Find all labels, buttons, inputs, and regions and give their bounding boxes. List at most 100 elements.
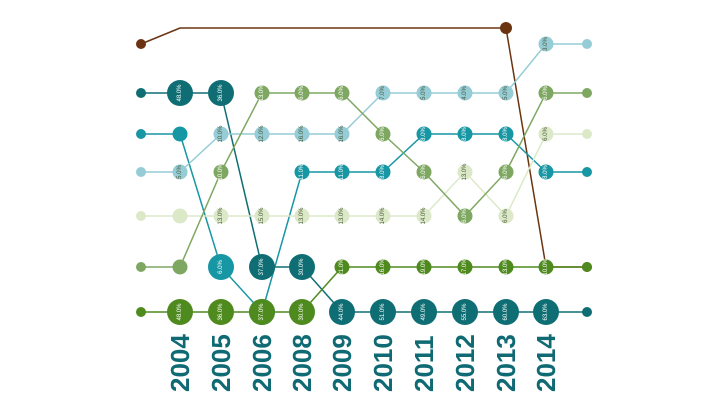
data-label: 15.0% xyxy=(259,207,265,225)
data-point xyxy=(498,208,514,224)
data-label: 55.0% xyxy=(462,303,468,321)
data-label: 13.0% xyxy=(503,258,509,276)
data-label: 49.0% xyxy=(421,303,427,321)
data-label: 8.0% xyxy=(380,165,386,179)
data-label: 6.0% xyxy=(543,127,549,141)
data-point xyxy=(208,299,234,325)
data-label: 30.0% xyxy=(299,303,305,321)
data-label: 6.0% xyxy=(299,86,305,100)
data-point xyxy=(452,299,478,325)
data-label: 8.0% xyxy=(543,165,549,179)
data-point xyxy=(493,299,519,325)
data-label: 10.0% xyxy=(218,163,224,181)
data-label: 6.0% xyxy=(421,165,427,179)
data-point xyxy=(294,85,310,101)
series-end-marker xyxy=(582,307,592,317)
data-label: 6.0% xyxy=(503,209,509,223)
series-end-marker xyxy=(136,39,146,49)
data-point xyxy=(334,126,350,142)
data-point xyxy=(500,22,512,34)
data-label: 11.0% xyxy=(299,163,305,180)
data-point xyxy=(416,259,432,275)
data-point xyxy=(457,126,473,142)
data-label: 14.0% xyxy=(380,207,386,225)
data-label: 36.0% xyxy=(218,303,224,321)
data-label: 5.0% xyxy=(177,165,183,179)
data-point xyxy=(375,208,391,224)
data-point xyxy=(208,80,234,106)
data-label: 13.0% xyxy=(299,207,305,225)
data-point xyxy=(375,85,391,101)
data-point xyxy=(498,164,514,180)
series-end-marker xyxy=(136,307,146,317)
data-point xyxy=(538,126,554,142)
year-label: 2011 xyxy=(409,336,439,392)
series-end-marker xyxy=(582,167,592,177)
series-end-marker xyxy=(582,129,592,139)
series-end-marker xyxy=(136,167,146,177)
series-line xyxy=(141,266,587,313)
data-point xyxy=(538,259,554,275)
data-point xyxy=(457,164,473,180)
data-label: 19.0% xyxy=(421,258,427,276)
data-label: 16.0% xyxy=(380,258,386,276)
data-point xyxy=(411,299,437,325)
series-end-marker xyxy=(582,88,592,98)
year-label: 2012 xyxy=(450,334,480,392)
data-point xyxy=(370,299,396,325)
data-point xyxy=(375,164,391,180)
data-point xyxy=(538,85,554,101)
data-label: 16.0% xyxy=(339,125,345,143)
data-label: 51.0% xyxy=(380,303,386,321)
data-label: 48.0% xyxy=(177,84,183,102)
data-point xyxy=(249,299,275,325)
data-point xyxy=(416,164,432,180)
data-point xyxy=(538,36,554,52)
data-point xyxy=(172,208,188,224)
series-line xyxy=(141,92,587,268)
data-point xyxy=(213,126,229,142)
data-point xyxy=(498,126,514,142)
series-end-marker xyxy=(136,211,146,221)
series-end-marker xyxy=(582,39,592,49)
data-label: 10.0% xyxy=(218,125,224,143)
data-point xyxy=(334,259,350,275)
year-label: 2005 xyxy=(206,334,236,392)
series-end-marker xyxy=(582,262,592,272)
data-label: 6.0% xyxy=(543,86,549,100)
data-point xyxy=(254,126,270,142)
data-label: 6.0% xyxy=(380,127,386,141)
data-label: 8.0% xyxy=(462,127,468,141)
year-label: 2013 xyxy=(491,334,521,392)
data-point xyxy=(172,259,188,275)
data-point xyxy=(457,208,473,224)
data-label: 36.0% xyxy=(218,84,224,102)
data-label: 60.0% xyxy=(503,303,509,321)
data-label: 14.0% xyxy=(421,207,427,225)
data-point xyxy=(498,259,514,275)
data-point xyxy=(457,259,473,275)
data-label: 37.0% xyxy=(259,303,265,321)
series-end-marker xyxy=(136,88,146,98)
data-point xyxy=(289,254,315,280)
year-label: 2009 xyxy=(327,334,357,392)
data-label: 6.0% xyxy=(339,86,345,100)
data-label: 5.0% xyxy=(421,86,427,100)
data-point xyxy=(254,85,270,101)
data-point xyxy=(416,85,432,101)
data-point xyxy=(294,164,310,180)
data-point xyxy=(213,164,229,180)
data-label: 48.0% xyxy=(177,303,183,321)
data-point xyxy=(457,85,473,101)
year-label: 2006 xyxy=(247,334,277,392)
data-label: 16.0% xyxy=(299,125,305,143)
data-label: 8.0% xyxy=(503,127,509,141)
data-point xyxy=(375,126,391,142)
data-point xyxy=(416,208,432,224)
data-point xyxy=(329,299,355,325)
data-point xyxy=(334,208,350,224)
data-point xyxy=(533,299,559,325)
data-point xyxy=(249,254,275,280)
series-end-marker xyxy=(136,262,146,272)
data-label: 13.0% xyxy=(339,207,345,225)
